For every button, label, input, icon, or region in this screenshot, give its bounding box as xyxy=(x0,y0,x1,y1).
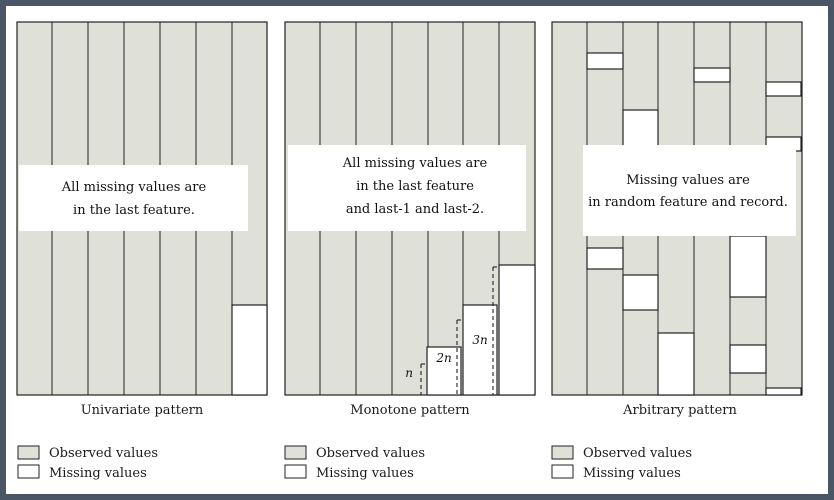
missing-swatch xyxy=(17,464,40,479)
dimension-label-n: n xyxy=(405,366,413,380)
missing-cell xyxy=(729,235,767,298)
panel-caption: Monotone pattern xyxy=(350,403,470,418)
observed-label: Observed values xyxy=(583,446,692,461)
description-box xyxy=(19,165,248,231)
missing-cell xyxy=(622,274,659,311)
panel-arbitrary: Missing values are in random feature and… xyxy=(551,21,803,418)
missing-cell xyxy=(657,332,695,396)
description-line-2: in the last feature. xyxy=(73,203,195,218)
dimension-label-3n: 3n xyxy=(472,333,487,347)
observed-label: Observed values xyxy=(316,446,425,461)
description-box xyxy=(583,145,796,236)
description-line-1: All missing values are xyxy=(61,180,207,195)
panel-caption: Univariate pattern xyxy=(81,403,204,418)
observed-swatch xyxy=(284,445,307,460)
missing-cell xyxy=(586,247,624,270)
observed-swatch xyxy=(551,445,574,460)
missing-cell xyxy=(693,67,731,83)
missing-block xyxy=(231,304,268,396)
missing-block-last xyxy=(498,264,536,396)
observed-label: Observed values xyxy=(49,446,158,461)
legend-univariate: Observed values Missing values xyxy=(17,445,158,481)
missing-cell xyxy=(586,52,624,70)
missing-cell xyxy=(622,109,659,147)
missing-block-last-2 xyxy=(426,346,462,396)
panel-caption: Arbitrary pattern xyxy=(622,403,737,418)
missing-cell xyxy=(765,387,802,396)
description-line-2: in random feature and record. xyxy=(588,195,788,210)
missing-label: Missing values xyxy=(49,466,147,481)
missing-label: Missing values xyxy=(316,466,414,481)
missing-swatch xyxy=(551,464,574,479)
missing-swatch xyxy=(284,464,307,479)
dimension-guides xyxy=(420,266,499,395)
description-box xyxy=(288,145,526,231)
legend-arbitrary: Observed values Missing values xyxy=(551,445,692,481)
legend-monotone: Observed values Missing values xyxy=(284,445,425,481)
description-line-1: All missing values are xyxy=(342,156,488,171)
description-line-3: and last-1 and last-2. xyxy=(346,202,484,217)
missing-cell xyxy=(729,344,767,374)
panel-univariate: All missing values are in the last featu… xyxy=(16,21,268,418)
description-line-1: Missing values are xyxy=(626,173,750,188)
missing-label: Missing values xyxy=(583,466,681,481)
missing-cell xyxy=(765,81,802,97)
missing-cells xyxy=(586,52,802,396)
dimension-label-2n: 2n xyxy=(435,351,451,365)
missing-block-last-1 xyxy=(462,304,498,396)
observed-swatch xyxy=(17,445,40,460)
description-line-2: in the last feature xyxy=(356,179,474,194)
panel-monotone: n 2n 3n All missing values are in the la… xyxy=(284,21,536,418)
